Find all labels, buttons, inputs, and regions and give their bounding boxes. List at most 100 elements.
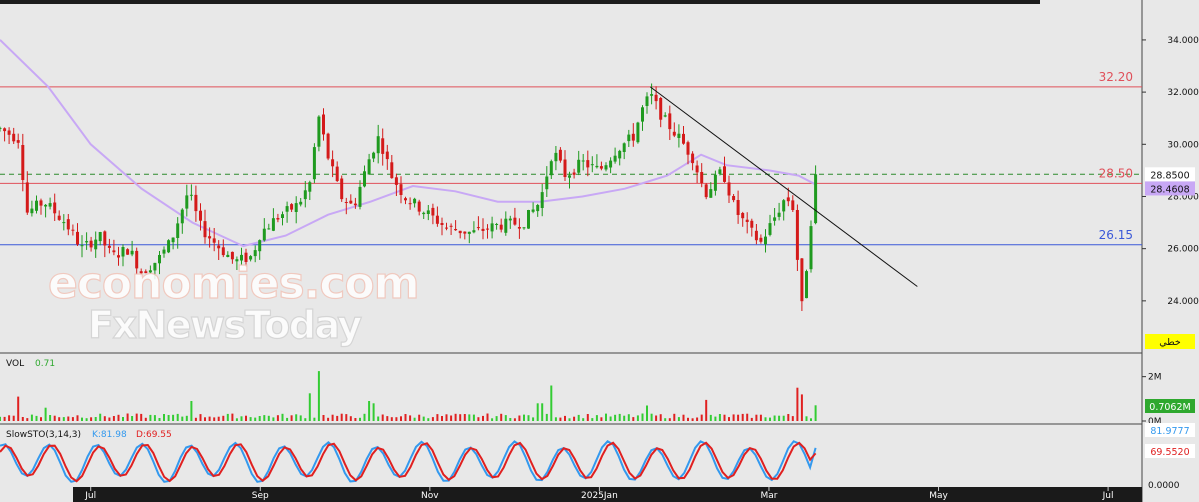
candle-body: [695, 165, 699, 173]
volume-bar: [208, 416, 211, 421]
volume-bar: [741, 413, 744, 421]
volume-bar: [135, 413, 138, 421]
volume-bar: [8, 415, 11, 421]
volume-bar: [559, 417, 562, 421]
volume-bar: [368, 401, 371, 421]
ma-value-badge-label: 28.4608: [1150, 184, 1189, 195]
volume-bar: [409, 415, 412, 421]
volume-bar: [272, 417, 275, 421]
volume-bar: [796, 387, 799, 421]
candle-body: [3, 128, 7, 132]
candle-body: [103, 231, 107, 246]
candle-body: [513, 217, 517, 225]
volume-bar: [94, 417, 97, 421]
volume-bar: [354, 418, 357, 421]
volume-bar: [800, 394, 803, 421]
candle-body: [0, 127, 2, 129]
price-axis: 24.0000 26.0000 28.0000 30.0000 32.0000 34.00…: [1142, 36, 1199, 349]
candle-body: [35, 200, 38, 211]
candle-body: [107, 245, 111, 248]
candle-body: [235, 259, 239, 262]
volume-bar: [163, 414, 165, 421]
candle-body: [294, 203, 298, 212]
volume-bar: [737, 414, 740, 421]
candle-body: [536, 205, 540, 212]
volume-bar: [58, 417, 61, 421]
candle-body: [527, 210, 530, 229]
candle-body: [595, 165, 599, 168]
stochastic-d-badge-label: 69.5520: [1150, 447, 1189, 458]
volume-bar: [709, 414, 712, 421]
volume-bar: [117, 414, 120, 421]
volume-bar: [276, 415, 279, 421]
volume-bar: [286, 417, 289, 421]
volume-bar: [696, 417, 699, 421]
volume-bar: [687, 417, 689, 421]
level-label-0: 32.20: [1099, 70, 1133, 84]
volume-bar: [363, 413, 366, 421]
candle-body: [440, 223, 444, 225]
volume-bar: [450, 415, 453, 421]
candle-body: [94, 239, 98, 250]
volume-bar: [108, 417, 111, 421]
candle-body: [745, 219, 749, 222]
time-tick-label: 2025Jan: [581, 491, 618, 501]
volume-bar: [249, 417, 252, 421]
volume-bar: [240, 416, 243, 421]
candle-body: [768, 223, 772, 235]
candle-body: [522, 227, 526, 229]
candle-body: [285, 206, 289, 212]
candle-body: [126, 249, 130, 255]
volume-bar: [345, 414, 348, 421]
volume-bar: [349, 416, 352, 421]
volume-bar: [677, 417, 680, 421]
volume-bar: [718, 414, 721, 421]
volume-bar: [172, 414, 175, 421]
candle-body: [618, 150, 622, 159]
candle-body: [98, 232, 102, 242]
volume-bar: [759, 414, 762, 421]
candle-body: [44, 204, 48, 207]
level-label-1: 28.50: [1099, 166, 1133, 180]
volume-bar: [44, 407, 47, 421]
candle-body: [144, 271, 148, 274]
candle-body: [495, 224, 499, 225]
volume-bar: [664, 418, 667, 421]
volume-bar: [199, 414, 202, 421]
level-label-2: 26.15: [1099, 228, 1133, 242]
horizontal-lines: [0, 86, 1142, 246]
candle-body: [16, 140, 20, 143]
candle-body: [709, 189, 713, 198]
candle-body: [691, 153, 695, 164]
stochastic-k-badge: [1145, 423, 1195, 437]
candle-body: [750, 220, 754, 228]
volume-bar: [595, 415, 598, 421]
candle-body: [540, 192, 544, 208]
candle-body: [221, 247, 225, 256]
candle-body: [112, 250, 116, 253]
volume-bar: [359, 417, 361, 421]
candle-body: [57, 215, 61, 220]
volume-bar: [12, 415, 15, 421]
volume-bar: [623, 415, 626, 421]
candle-body: [194, 194, 198, 212]
volume-bar: [495, 416, 498, 421]
volume-bar: [714, 416, 717, 421]
candle-body: [226, 254, 230, 257]
volume-bar: [340, 413, 343, 421]
candle-body: [422, 212, 426, 215]
candle-body: [85, 241, 89, 243]
volume-bar: [536, 403, 539, 421]
horizontal-line-labels: 32.20 28.50 26.15: [1099, 70, 1133, 242]
volume-bar: [26, 418, 29, 421]
candle-body: [135, 250, 139, 269]
candle-body: [773, 217, 777, 221]
candle-body: [786, 197, 790, 202]
volume-bar: [372, 403, 375, 421]
candle-body: [577, 159, 581, 173]
candle-body: [604, 165, 608, 170]
candle-body: [476, 227, 480, 229]
volume-bar: [413, 417, 416, 421]
volume-bar: [386, 416, 389, 421]
volume-bar: [764, 417, 767, 421]
